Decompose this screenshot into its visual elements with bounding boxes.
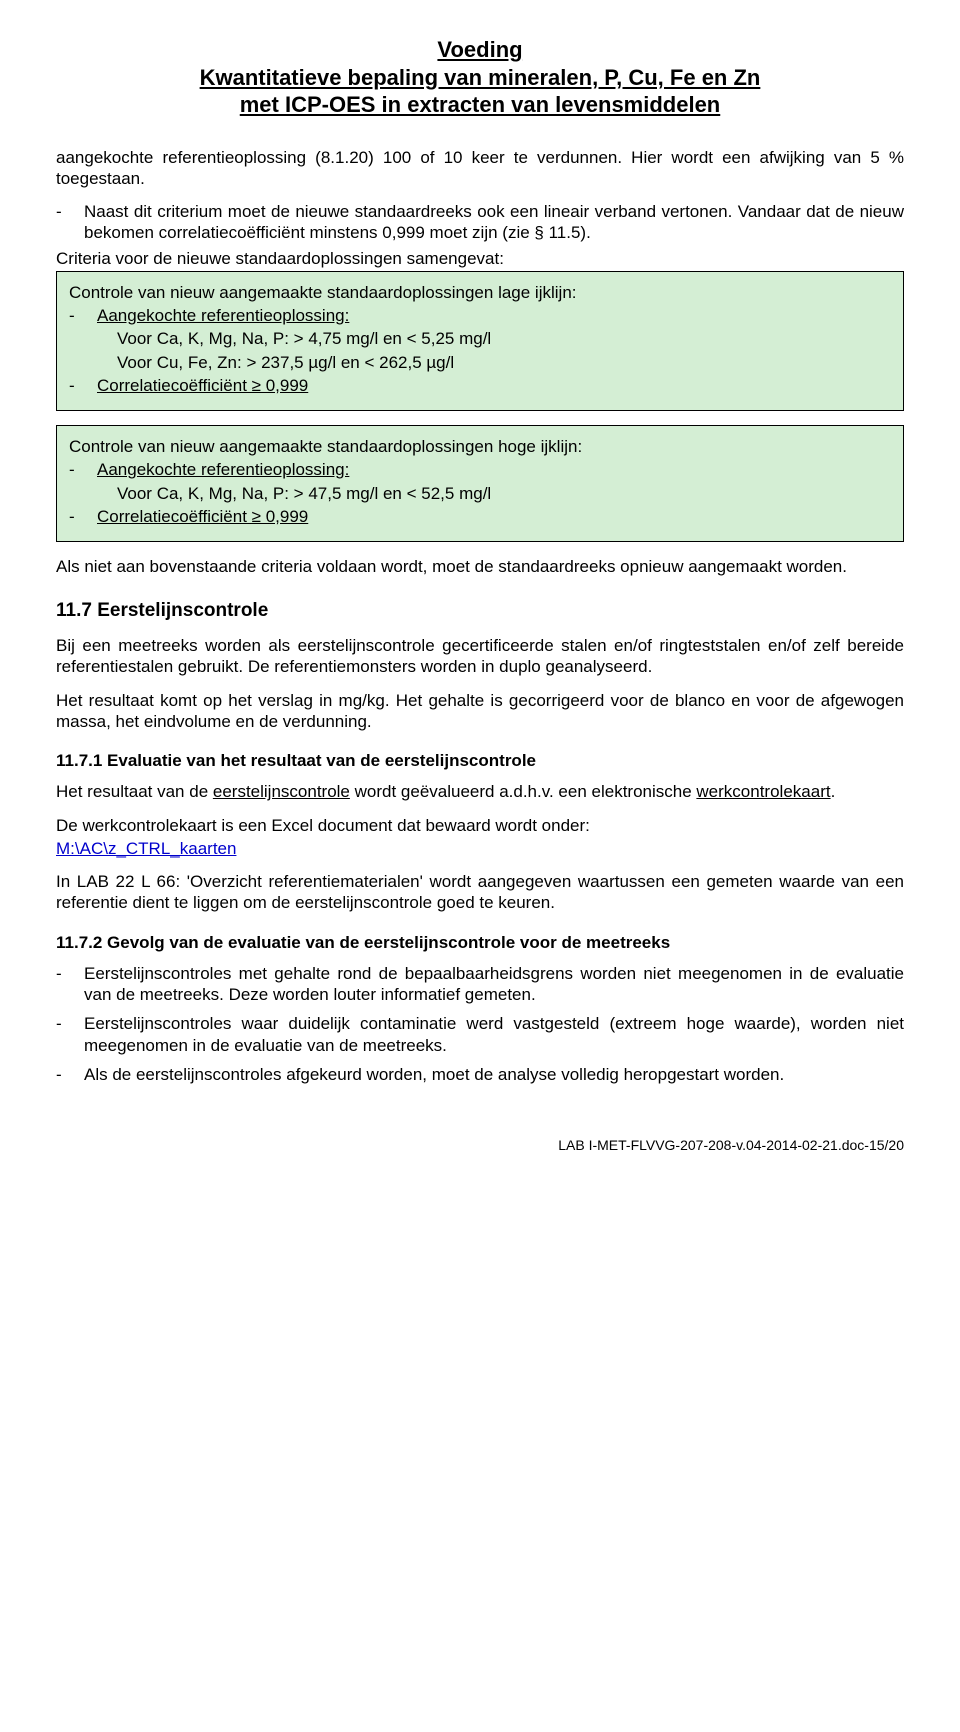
criteria-box-high: Controle van nieuw aangemaakte standaard… [56, 425, 904, 542]
s1171-p1a: Het resultaat van de [56, 782, 213, 801]
s1171-p1: Het resultaat van de eerstelijnscontrole… [56, 781, 904, 802]
ctrl-kaarten-link[interactable]: M:\AC\z_CTRL_kaarten [56, 839, 236, 858]
s1172-b1-text: Eerstelijnscontroles met gehalte rond de… [84, 963, 904, 1006]
s1171-p1b: wordt geëvalueerd a.d.h.v. een elektroni… [350, 782, 697, 801]
title-line-2: Kwantitatieve bepaling van mineralen, P,… [56, 64, 904, 92]
page-footer: LAB I-MET-FLVVG-207-208-v.04-2014-02-21.… [56, 1137, 904, 1155]
dash-icon: - [69, 506, 97, 527]
s1171-p1-underline-2: werkcontrolekaart [696, 782, 830, 801]
title-line-3: met ICP-OES in extracten van levensmidde… [56, 91, 904, 119]
box1-sub-1: Voor Ca, K, Mg, Na, P: > 4,75 mg/l en < … [117, 328, 891, 349]
intro-p2: Criteria voor de nieuwe standaardoplossi… [56, 248, 904, 269]
s1171-p3: In LAB 22 L 66: 'Overzicht referentiemat… [56, 871, 904, 914]
s1171-link-line: M:\AC\z_CTRL_kaarten [56, 838, 904, 859]
dash-icon: - [56, 963, 84, 1006]
section-11-7-heading: 11.7 Eerstelijnscontrole [56, 599, 904, 623]
box1-item-1: - Aangekochte referentieoplossing: [69, 305, 891, 326]
s1172-bullet-3: - Als de eerstelijnscontroles afgekeurd … [56, 1064, 904, 1085]
box1-item-1-text: Aangekochte referentieoplossing: [97, 305, 891, 326]
intro-p1: aangekochte referentieoplossing (8.1.20)… [56, 147, 904, 190]
criteria-box-low: Controle van nieuw aangemaakte standaard… [56, 271, 904, 411]
box2-item-2: - Correlatiecoëfficiënt ≥ 0,999 [69, 506, 891, 527]
box1-sub-2: Voor Cu, Fe, Zn: > 237,5 µg/l en < 262,5… [117, 352, 891, 373]
box1-item-2: - Correlatiecoëfficiënt ≥ 0,999 [69, 375, 891, 396]
intro-bullet-1: - Naast dit criterium moet de nieuwe sta… [56, 201, 904, 244]
s1171-p1-underline-1: eerstelijnscontrole [213, 782, 350, 801]
dash-icon: - [69, 375, 97, 396]
dash-icon: - [56, 201, 84, 244]
section-11-7-1-heading: 11.7.1 Evaluatie van het resultaat van d… [56, 750, 904, 771]
s117-p2: Het resultaat komt op het verslag in mg/… [56, 690, 904, 733]
box1-line1: Controle van nieuw aangemaakte standaard… [69, 282, 891, 303]
box1-item-2-text: Correlatiecoëfficiënt ≥ 0,999 [97, 375, 891, 396]
dash-icon: - [69, 305, 97, 326]
s117-p1: Bij een meetreeks worden als eerstelijns… [56, 635, 904, 678]
box2-item-2-text: Correlatiecoëfficiënt ≥ 0,999 [97, 506, 891, 527]
s1172-bullet-2: - Eerstelijnscontroles waar duidelijk co… [56, 1013, 904, 1056]
box2-sub-1: Voor Ca, K, Mg, Na, P: > 47,5 mg/l en < … [117, 483, 891, 504]
dash-icon: - [69, 459, 97, 480]
dash-icon: - [56, 1064, 84, 1085]
box2-item-1: - Aangekochte referentieoplossing: [69, 459, 891, 480]
s1172-b3-text: Als de eerstelijnscontroles afgekeurd wo… [84, 1064, 904, 1085]
s1172-b2-text: Eerstelijnscontroles waar duidelijk cont… [84, 1013, 904, 1056]
section-11-7-2-heading: 11.7.2 Gevolg van de evaluatie van de ee… [56, 932, 904, 953]
s1171-p1c: . [831, 782, 836, 801]
dash-icon: - [56, 1013, 84, 1056]
s1172-bullet-1: - Eerstelijnscontroles met gehalte rond … [56, 963, 904, 1006]
page: Voeding Kwantitatieve bepaling van miner… [0, 0, 960, 1179]
title-line-1: Voeding [56, 36, 904, 64]
intro-bullet-1-text: Naast dit criterium moet de nieuwe stand… [84, 201, 904, 244]
box2-line1: Controle van nieuw aangemaakte standaard… [69, 436, 891, 457]
after-boxes-p: Als niet aan bovenstaande criteria volda… [56, 556, 904, 577]
s1171-p2: De werkcontrolekaart is een Excel docume… [56, 815, 904, 836]
box2-item-1-text: Aangekochte referentieoplossing: [97, 459, 891, 480]
document-title: Voeding Kwantitatieve bepaling van miner… [56, 36, 904, 119]
s1172-bullets: - Eerstelijnscontroles met gehalte rond … [56, 963, 904, 1085]
